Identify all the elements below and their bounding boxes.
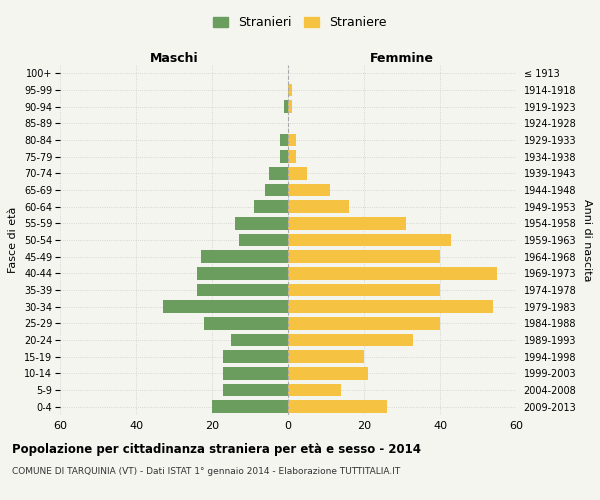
Bar xyxy=(197,267,288,280)
Bar xyxy=(212,400,288,413)
Text: Femmine: Femmine xyxy=(370,52,434,65)
Bar xyxy=(223,367,288,380)
Bar xyxy=(288,150,296,163)
Bar xyxy=(288,134,296,146)
Y-axis label: Anni di nascita: Anni di nascita xyxy=(582,198,592,281)
Bar xyxy=(265,184,288,196)
Bar xyxy=(239,234,288,246)
Bar xyxy=(231,334,288,346)
Text: Maschi: Maschi xyxy=(149,52,199,65)
Y-axis label: Fasce di età: Fasce di età xyxy=(8,207,19,273)
Bar xyxy=(288,167,307,179)
Bar xyxy=(288,84,292,96)
Bar xyxy=(200,250,288,263)
Bar xyxy=(288,250,440,263)
Bar xyxy=(223,350,288,363)
Bar xyxy=(288,267,497,280)
Bar xyxy=(235,217,288,230)
Bar xyxy=(280,134,288,146)
Bar xyxy=(288,184,330,196)
Bar xyxy=(288,317,440,330)
Text: Popolazione per cittadinanza straniera per età e sesso - 2014: Popolazione per cittadinanza straniera p… xyxy=(12,442,421,456)
Bar xyxy=(288,334,413,346)
Text: COMUNE DI TARQUINIA (VT) - Dati ISTAT 1° gennaio 2014 - Elaborazione TUTTITALIA.: COMUNE DI TARQUINIA (VT) - Dati ISTAT 1°… xyxy=(12,468,400,476)
Bar xyxy=(197,284,288,296)
Bar xyxy=(288,350,364,363)
Bar xyxy=(288,217,406,230)
Legend: Stranieri, Straniere: Stranieri, Straniere xyxy=(208,11,392,34)
Bar xyxy=(163,300,288,313)
Bar xyxy=(288,300,493,313)
Bar xyxy=(205,317,288,330)
Bar xyxy=(284,100,288,113)
Bar xyxy=(288,284,440,296)
Bar xyxy=(254,200,288,213)
Bar xyxy=(288,367,368,380)
Bar xyxy=(288,234,451,246)
Bar xyxy=(288,200,349,213)
Bar xyxy=(269,167,288,179)
Bar xyxy=(223,384,288,396)
Bar xyxy=(280,150,288,163)
Bar xyxy=(288,400,387,413)
Bar xyxy=(288,100,292,113)
Bar xyxy=(288,384,341,396)
